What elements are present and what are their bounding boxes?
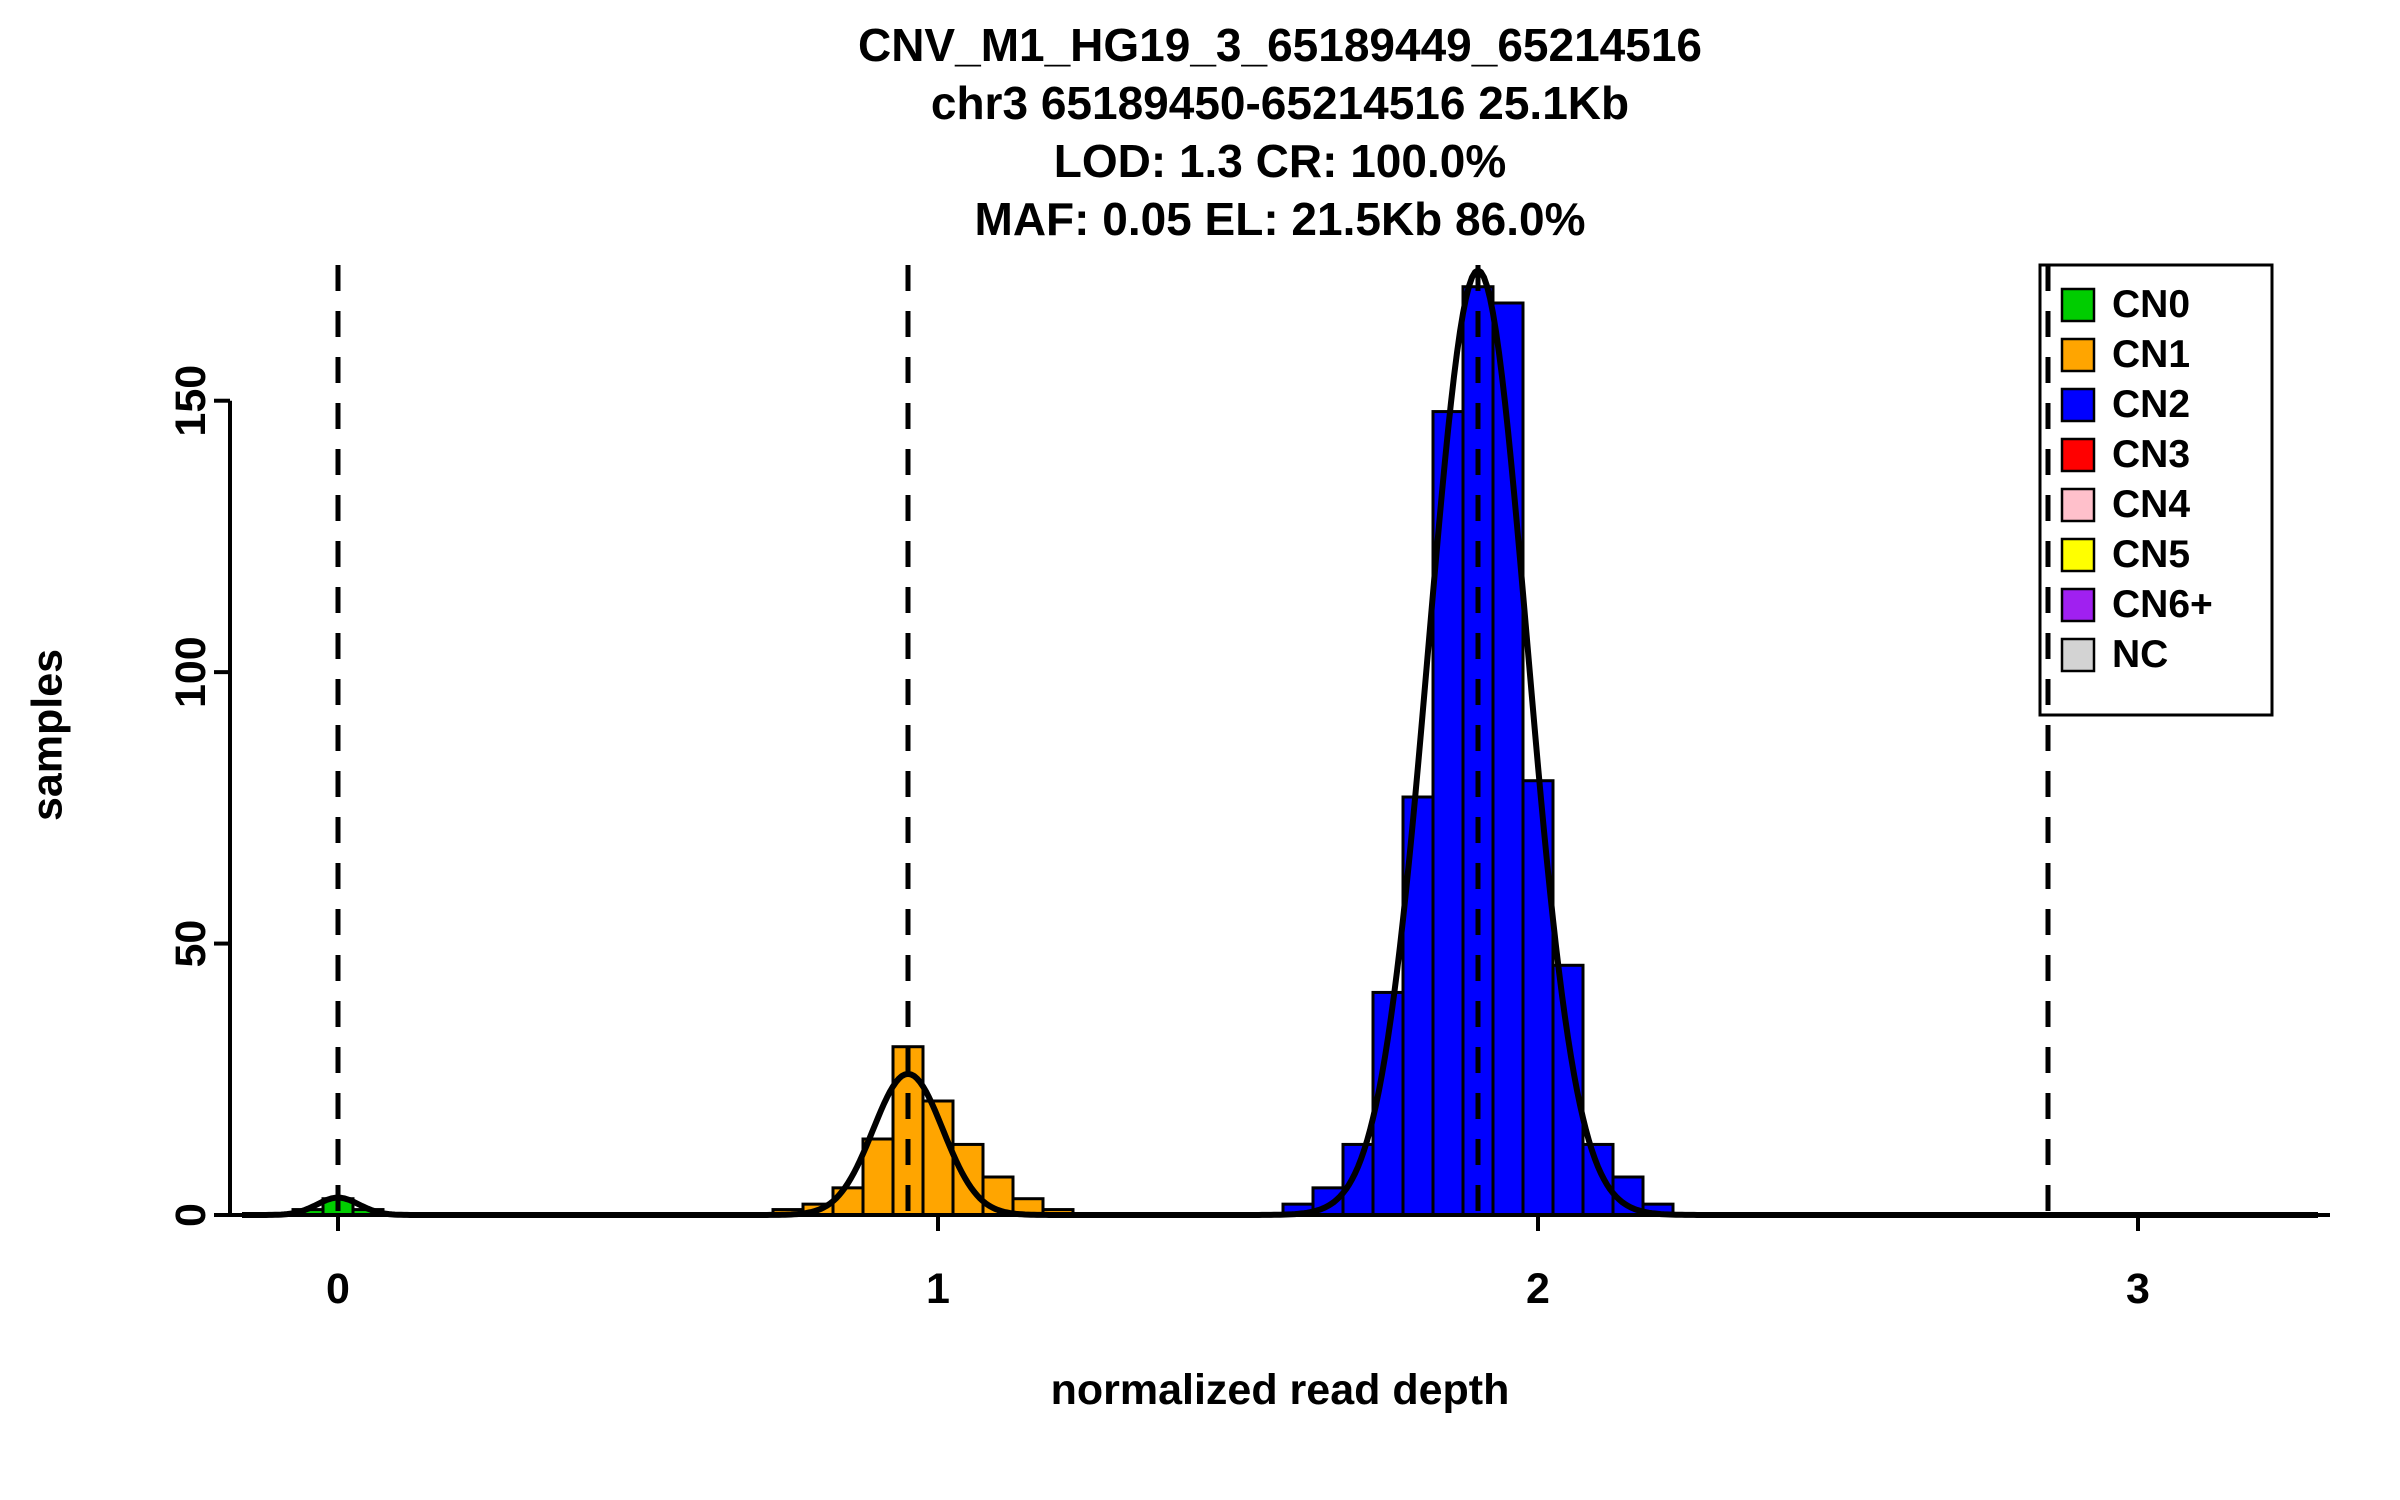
legend-label-NC: NC bbox=[2112, 633, 2168, 676]
legend-label-CN6+: CN6+ bbox=[2112, 583, 2213, 626]
chart-title-block: CNV_M1_HG19_3_65189449_65214516 chr3 651… bbox=[230, 16, 2330, 248]
y-tick-label: 100 bbox=[167, 636, 215, 708]
y-tick-label: 0 bbox=[167, 1203, 215, 1227]
legend-label-CN2: CN2 bbox=[2112, 383, 2190, 426]
title-line-3: LOD: 1.3 CR: 100.0% bbox=[1053, 135, 1507, 187]
legend-swatch-CN1 bbox=[2060, 337, 2096, 373]
legend-swatch-CN3 bbox=[2060, 437, 2096, 473]
y-axis-label: samples bbox=[23, 648, 72, 822]
legend-label-CN0: CN0 bbox=[2112, 283, 2190, 326]
legend-label-CN4: CN4 bbox=[2112, 483, 2190, 526]
histogram-bar-CN2 bbox=[1521, 779, 1555, 1217]
density-fit-curve bbox=[242, 267, 2318, 1218]
legend-swatch-NC bbox=[2060, 637, 2096, 673]
histogram-bar-CN1 bbox=[831, 1186, 865, 1217]
x-axis-label: normalized read depth bbox=[1050, 1366, 1510, 1414]
x-tick-label: 3 bbox=[2126, 1265, 2150, 1313]
legend-swatch-CN4 bbox=[2060, 487, 2096, 523]
legend-swatch-CN6+ bbox=[2060, 587, 2096, 623]
legend-label-CN3: CN3 bbox=[2112, 433, 2190, 476]
legend-swatch-CN5 bbox=[2060, 537, 2096, 573]
title-line-2: chr3 65189450-65214516 25.1Kb bbox=[930, 77, 1630, 129]
x-tick-label: 1 bbox=[926, 1265, 950, 1313]
legend-label-CN5: CN5 bbox=[2112, 533, 2190, 576]
x-tick-label: 2 bbox=[1526, 1265, 1550, 1313]
legend-swatch-CN2 bbox=[2060, 387, 2096, 423]
y-tick-label: 150 bbox=[167, 365, 215, 437]
histogram-bar-CN2 bbox=[1581, 1142, 1615, 1217]
y-tick-label: 50 bbox=[167, 920, 215, 968]
legend-label-CN1: CN1 bbox=[2112, 333, 2190, 376]
x-tick-label: 0 bbox=[326, 1265, 350, 1313]
legend-swatch-CN0 bbox=[2060, 287, 2096, 323]
title-line-4: MAF: 0.05 EL: 21.5Kb 86.0% bbox=[974, 193, 1586, 245]
histogram-bar-CN2 bbox=[1341, 1142, 1375, 1217]
title-line-1: CNV_M1_HG19_3_65189449_65214516 bbox=[857, 19, 1702, 71]
